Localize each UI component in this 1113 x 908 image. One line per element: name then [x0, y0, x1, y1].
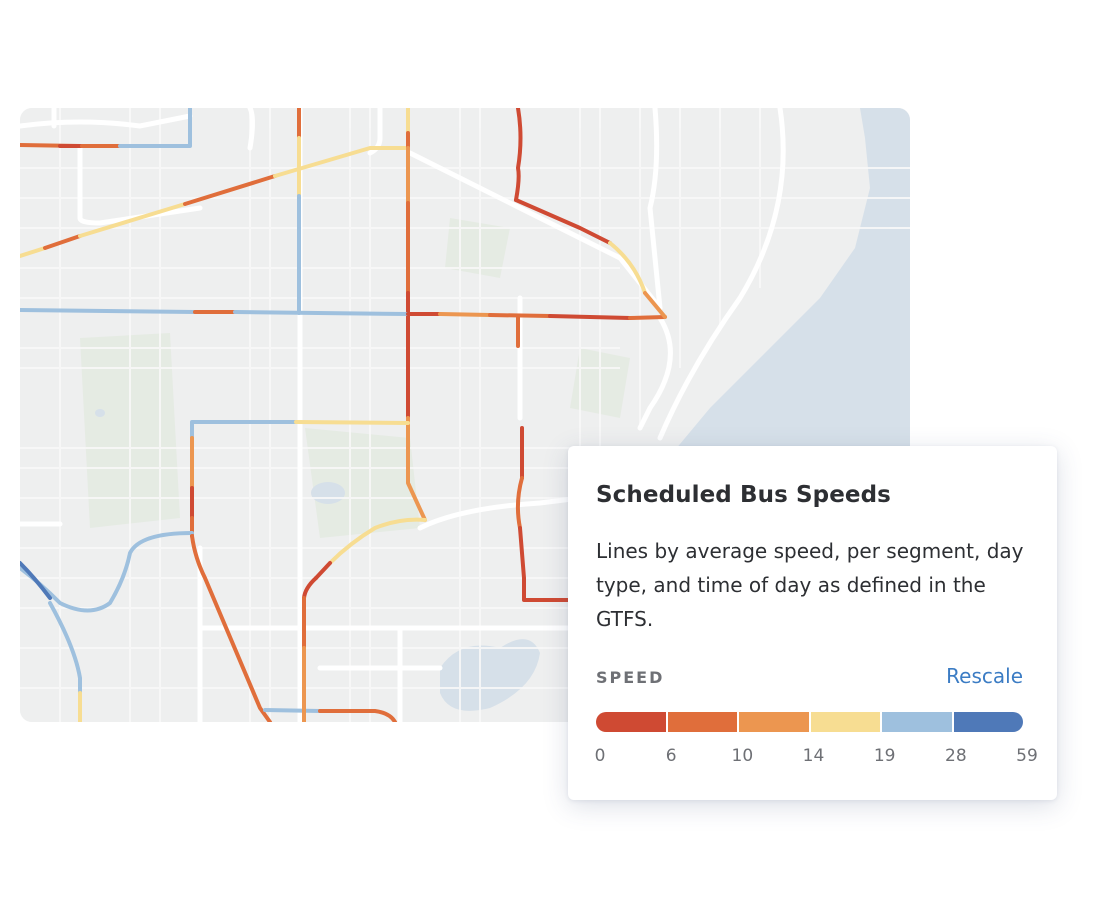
route-segment — [190, 534, 272, 722]
speed-tick: 0 — [594, 746, 606, 766]
route-segment — [608, 241, 647, 295]
speed-tick: 6 — [665, 746, 677, 766]
speed-bin-4 — [882, 712, 954, 732]
route-segment — [406, 416, 427, 522]
speed-tick-labels: 0 6 10 14 19 28 59 — [594, 746, 1038, 770]
route-segment — [118, 108, 192, 148]
speed-label: SPEED — [596, 668, 665, 687]
route-segment — [273, 146, 407, 178]
speed-tick: 28 — [945, 746, 967, 766]
speed-bin-5 — [953, 712, 1023, 732]
route-segment — [488, 313, 552, 318]
route-segment — [48, 601, 82, 695]
speed-tick: 19 — [873, 746, 896, 766]
route-segment — [20, 561, 52, 600]
route-segment — [314, 561, 332, 580]
route-segment — [183, 174, 277, 206]
route-segment — [514, 108, 523, 202]
bus-routes — [20, 108, 667, 722]
speed-tick: 59 — [1016, 746, 1038, 766]
rescale-button[interactable]: Rescale — [946, 664, 1023, 688]
route-segment — [190, 420, 298, 440]
speed-tick: 10 — [731, 746, 754, 766]
speed-bin-0 — [596, 712, 668, 732]
route-segment — [548, 314, 632, 320]
route-segment — [628, 315, 667, 320]
speed-tick: 14 — [802, 746, 825, 766]
route-segment — [518, 526, 582, 602]
route-segment — [318, 709, 397, 722]
speed-header: SPEED Rescale — [596, 664, 1023, 692]
route-segment — [20, 308, 197, 314]
route-segment — [43, 234, 82, 250]
route-segment — [233, 310, 410, 316]
route-segment — [78, 202, 187, 238]
route-segment — [263, 708, 322, 713]
route-segment — [328, 517, 427, 565]
route-segment — [515, 476, 524, 530]
speed-bin-1 — [667, 712, 739, 732]
speed-bin-3 — [810, 712, 882, 732]
route-segment — [20, 246, 47, 258]
route-segment — [643, 291, 667, 319]
legend-title: Scheduled Bus Speeds — [596, 482, 891, 508]
route-segment — [20, 531, 194, 613]
speed-bin-2 — [739, 712, 811, 732]
route-segment — [514, 198, 612, 245]
speed-color-scale — [596, 712, 1023, 732]
route-segment — [438, 312, 492, 317]
route-segment — [294, 420, 410, 425]
legend-description: Lines by average speed, per segment, day… — [596, 539, 1024, 631]
legend-panel: Scheduled Bus Speeds Lines by average sp… — [568, 446, 1057, 800]
